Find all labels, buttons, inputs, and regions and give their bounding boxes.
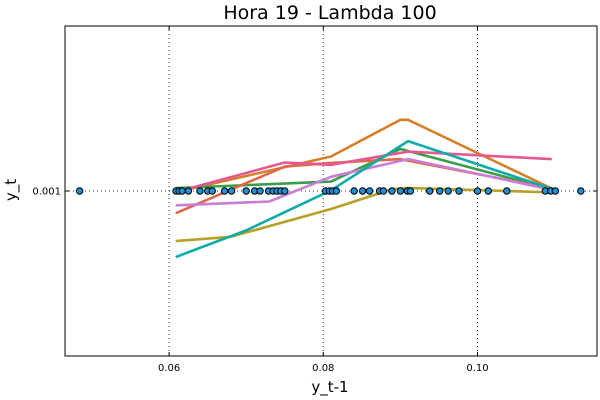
series-line-6	[175, 150, 553, 194]
grid-layer	[65, 26, 597, 356]
scatter-point	[227, 187, 236, 195]
y-axis-label: y_t	[2, 179, 21, 201]
scatter-point	[406, 187, 415, 195]
scatter-point	[379, 187, 388, 195]
chart-title: Hora 19 - Lambda 100	[223, 2, 436, 24]
scatter-point	[365, 187, 374, 195]
scatter-point	[444, 187, 452, 195]
scatter-point	[332, 187, 341, 195]
x-tick-label: 0.08	[312, 363, 334, 374]
scatter-point	[350, 187, 358, 195]
scatter-point	[388, 187, 396, 195]
scatter-point	[425, 187, 434, 195]
y-tick-label: 0.001	[32, 187, 61, 198]
x-tick-label: 0.10	[466, 363, 488, 374]
scatter-point	[208, 187, 216, 195]
scatter-point	[503, 187, 511, 195]
scatter-point	[256, 187, 264, 195]
scatter-point	[396, 187, 405, 195]
scatter-point	[242, 187, 250, 195]
scatter-point	[220, 187, 229, 195]
scatter-point	[551, 187, 560, 195]
scatter-point	[473, 187, 482, 195]
scatter-point	[484, 187, 492, 195]
series-line-4	[175, 186, 556, 243]
scatter-point	[75, 187, 84, 195]
x-tick-label: 0.06	[158, 363, 180, 374]
scatter-point	[184, 187, 193, 195]
scatter-point	[358, 187, 367, 195]
scatter-layer	[75, 187, 585, 195]
series-line-2	[175, 147, 556, 192]
series-line-5	[175, 157, 556, 207]
scatter-point	[281, 187, 289, 195]
tick-layer: 0.06 0.08 0.10 0.001	[32, 26, 597, 374]
scatter-point	[178, 187, 186, 195]
scatter-point	[577, 187, 585, 195]
scatter-point	[196, 187, 204, 195]
x-axis-label: y_t-1	[311, 378, 348, 397]
scatter-point	[436, 187, 444, 195]
scatter-point	[455, 187, 463, 195]
series-line-1	[175, 118, 556, 194]
